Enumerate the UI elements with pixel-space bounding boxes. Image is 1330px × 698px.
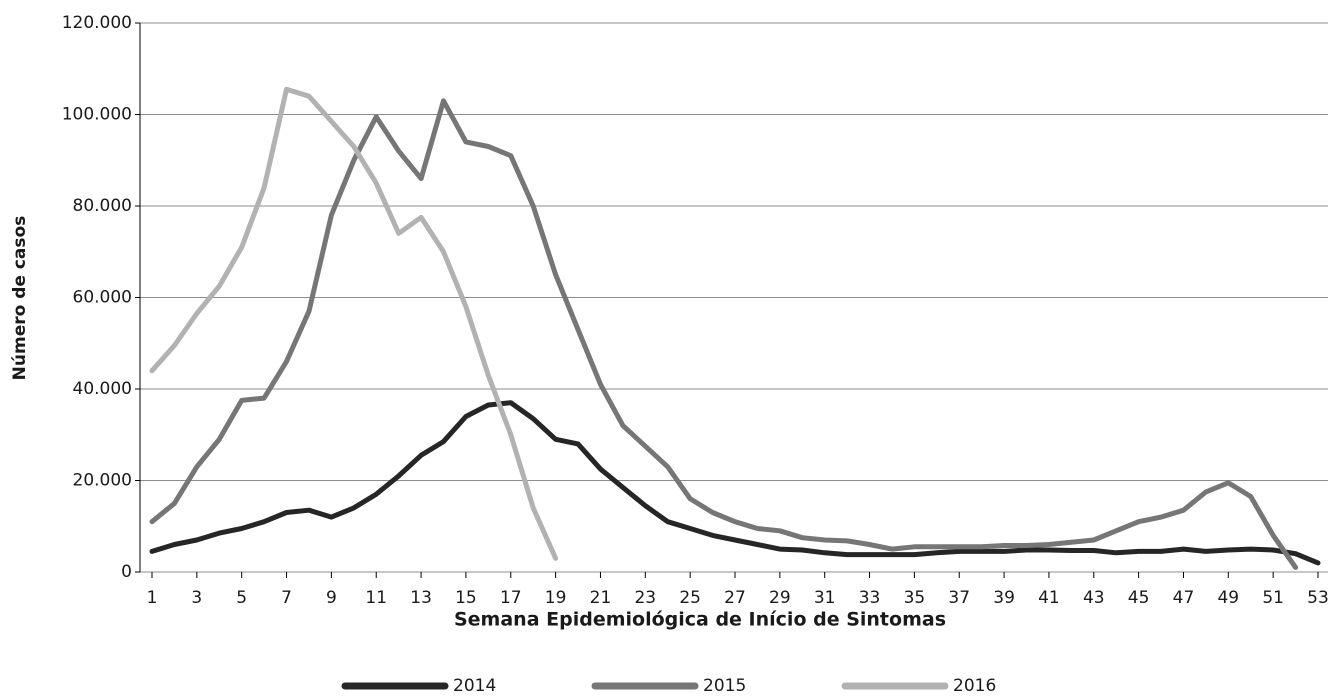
x-tick-label: 53 xyxy=(1307,588,1329,608)
x-tick-label: 35 xyxy=(904,588,926,608)
x-tick-label: 41 xyxy=(1038,588,1060,608)
y-tick-label: 40.000 xyxy=(73,379,132,399)
y-tick-label: 80.000 xyxy=(73,196,132,216)
x-tick-label: 1 xyxy=(147,588,158,608)
y-tick-label: 100.000 xyxy=(62,105,132,125)
x-tick-label: 49 xyxy=(1217,588,1239,608)
x-tick-label: 39 xyxy=(993,588,1015,608)
x-tick-label: 13 xyxy=(410,588,432,608)
series-line xyxy=(149,98,1299,570)
y-tick-label: 60.000 xyxy=(73,288,132,308)
series-line xyxy=(149,400,1321,566)
legend-label: 2016 xyxy=(953,676,996,694)
x-tick-label: 47 xyxy=(1173,588,1195,608)
y-tick-label: 20.000 xyxy=(73,471,132,491)
x-tick-label: 51 xyxy=(1262,588,1284,608)
x-tick-label: 23 xyxy=(634,588,656,608)
x-tick-label: 9 xyxy=(326,588,337,608)
y-axis-title: Número de casos xyxy=(10,216,30,381)
y-tick-label: 0 xyxy=(121,562,132,582)
x-tick-label: 15 xyxy=(455,588,477,608)
x-tick-label: 31 xyxy=(814,588,836,608)
x-tick-label: 29 xyxy=(769,588,791,608)
x-tick-label: 33 xyxy=(859,588,881,608)
x-tick-label: 19 xyxy=(545,588,567,608)
x-axis-title: Semana Epidemiológica de Início de Sinto… xyxy=(454,609,946,631)
x-tick-label: 11 xyxy=(365,588,387,608)
x-tick-label: 25 xyxy=(679,588,701,608)
x-tick-label: 3 xyxy=(191,588,202,608)
x-tick-label: 5 xyxy=(236,588,247,608)
y-tick-label: 120.000 xyxy=(62,13,132,33)
x-tick-label: 45 xyxy=(1128,588,1150,608)
x-tick-label: 21 xyxy=(590,588,612,608)
x-tick-label: 7 xyxy=(281,588,292,608)
series-line xyxy=(149,86,559,561)
x-tick-label: 27 xyxy=(724,588,746,608)
x-tick-label: 43 xyxy=(1083,588,1105,608)
x-tick-label: 17 xyxy=(500,588,522,608)
legend-label: 2014 xyxy=(453,676,496,694)
legend-label: 2015 xyxy=(703,676,746,694)
x-tick-label: 37 xyxy=(948,588,970,608)
